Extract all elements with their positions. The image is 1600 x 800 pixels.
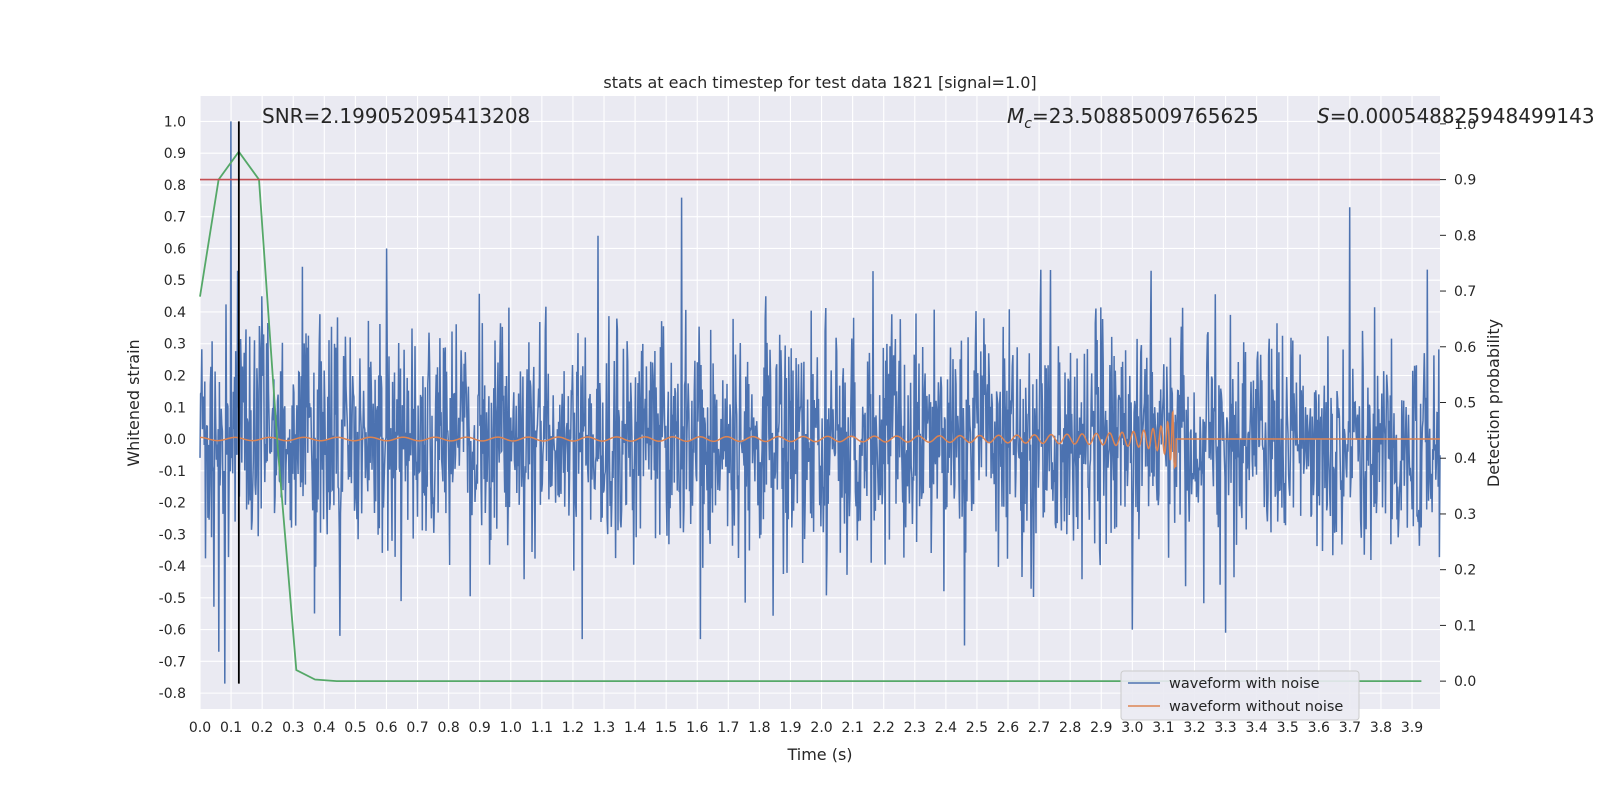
snr-annotation: SNR=2.199052095413208 <box>262 104 530 128</box>
x-tick-label: 1.2 <box>562 720 584 736</box>
y2-tick-label: 0.4 <box>1454 451 1476 467</box>
x-tick-label: 0.6 <box>375 720 397 736</box>
y2-axis-ticks: 1.0 0.9 0.8 0.7 0.6 0.5 0.4 0.3 0.2 0.1 0.0 <box>1440 117 1476 690</box>
y-tick-label: -0.1 <box>159 464 186 480</box>
legend-box <box>1120 670 1360 721</box>
x-tick-label: 2.8 <box>1059 720 1081 736</box>
y-tick-label: -0.8 <box>159 686 186 702</box>
x-tick-label: 0.5 <box>344 720 366 736</box>
y-tick-label: 0.2 <box>164 369 186 385</box>
x-tick-label: 2.1 <box>841 720 863 736</box>
legend: waveform with noise waveform without noi… <box>1120 670 1360 721</box>
x-tick-label: 1.0 <box>500 720 522 736</box>
x-tick-label: 2.6 <box>997 720 1019 736</box>
x-tick-label: 2.7 <box>1028 720 1050 736</box>
y-tick-label: -0.2 <box>159 496 186 512</box>
x-tick-label: 3.6 <box>1308 720 1330 736</box>
x-axis-label: Time (s) <box>786 745 852 764</box>
x-tick-label: 0.3 <box>282 720 304 736</box>
x-tick-label: 2.9 <box>1090 720 1112 736</box>
x-tick-label: 2.3 <box>904 720 926 736</box>
y-tick-label: -0.3 <box>159 527 186 543</box>
y2-tick-label: 0.1 <box>1454 618 1476 634</box>
s-annotation: S=0.000548825948499143 <box>1317 104 1595 128</box>
x-tick-label: 0.9 <box>469 720 491 736</box>
y2-tick-label: 0.5 <box>1454 396 1476 412</box>
chart-title: stats at each timestep for test data 182… <box>603 73 1036 92</box>
x-tick-label: 3.1 <box>1152 720 1174 736</box>
y2-tick-label: 0.3 <box>1454 507 1476 523</box>
y-tick-label: 0.3 <box>164 337 186 353</box>
x-axis-ticks: 0.0 0.1 0.2 0.3 0.4 0.5 0.6 0.7 0.8 0.9 1.0 1.1 1.2 1… <box>189 720 1423 736</box>
x-tick-label: 1.8 <box>748 720 770 736</box>
line-waveform-without-noise <box>200 409 1440 470</box>
s-value: =0.000548825948499143 <box>1330 104 1595 128</box>
y-tick-label: 0.5 <box>164 273 186 289</box>
series-waveform-with-noise <box>199 121 1441 684</box>
y-tick-label: 0.9 <box>164 146 186 162</box>
x-tick-label: 1.7 <box>717 720 739 736</box>
y2-tick-label: 0.0 <box>1454 674 1476 690</box>
legend-label-without-noise: waveform without noise <box>1169 699 1343 715</box>
x-tick-label: 3.9 <box>1401 720 1423 736</box>
y2-axis-label: Detection probability <box>1484 319 1503 487</box>
y2-tick-label: 0.6 <box>1454 340 1476 356</box>
x-tick-label: 3.4 <box>1246 720 1268 736</box>
chirp-mass-subscript: c <box>1024 116 1032 132</box>
y-tick-label: -0.7 <box>159 654 186 670</box>
y2-tick-label: 0.7 <box>1454 284 1476 300</box>
y2-tick-label: 0.2 <box>1454 563 1476 579</box>
y2-tick-label: 0.9 <box>1454 173 1476 189</box>
x-tick-label: 2.4 <box>935 720 957 736</box>
legend-label-with-noise: waveform with noise <box>1169 676 1320 692</box>
y-tick-label: -0.6 <box>159 623 186 639</box>
reference-lines <box>200 121 1440 684</box>
x-tick-label: 0.4 <box>313 720 335 736</box>
x-tick-label: 2.0 <box>810 720 832 736</box>
x-tick-label: 3.2 <box>1183 720 1205 736</box>
chirp-mass-value: =23.50885009765625 <box>1032 104 1259 128</box>
y-axis-label: Whitened strain <box>124 339 143 466</box>
y-tick-label: 0.8 <box>164 178 186 194</box>
x-tick-label: 0.0 <box>189 720 211 736</box>
x-tick-label: 1.1 <box>531 720 553 736</box>
x-tick-label: 0.1 <box>220 720 242 736</box>
y-tick-label: 0.7 <box>164 210 186 226</box>
y-tick-label: -0.5 <box>159 591 186 607</box>
x-tick-label: 3.0 <box>1121 720 1143 736</box>
x-tick-label: 3.5 <box>1277 720 1299 736</box>
x-tick-label: 1.4 <box>624 720 646 736</box>
x-tick-label: 2.2 <box>873 720 895 736</box>
x-tick-label: 1.3 <box>593 720 615 736</box>
y-axis-ticks: 1.0 0.9 0.8 0.7 0.6 0.5 0.4 0.3 0.2 0.1 0.0 -0.1 -0.… <box>159 114 186 702</box>
y2-tick-label: 0.8 <box>1454 228 1476 244</box>
y-tick-label: 0.6 <box>164 241 186 257</box>
x-tick-label: 0.8 <box>437 720 459 736</box>
x-tick-label: 1.6 <box>686 720 708 736</box>
y-tick-label: 0.1 <box>164 400 186 416</box>
series-waveform-without-noise <box>200 409 1440 470</box>
x-tick-label: 1.9 <box>779 720 801 736</box>
line-waveform-with-noise <box>199 121 1441 684</box>
x-tick-label: 3.8 <box>1370 720 1392 736</box>
x-tick-label: 0.2 <box>251 720 273 736</box>
y2-tick-label: 1.0 <box>1454 117 1476 133</box>
y-tick-label: 0.0 <box>164 432 186 448</box>
y-tick-label: -0.4 <box>159 559 186 575</box>
chirp-mass-annotation: Mc=23.50885009765625 <box>1007 104 1259 132</box>
s-symbol: S <box>1317 104 1330 128</box>
x-tick-label: 2.5 <box>966 720 988 736</box>
x-tick-label: 1.5 <box>655 720 677 736</box>
chirp-mass-symbol: M <box>1007 104 1024 128</box>
x-tick-label: 0.7 <box>406 720 428 736</box>
x-tick-label: 3.3 <box>1214 720 1236 736</box>
x-tick-label: 3.7 <box>1339 720 1361 736</box>
y-tick-label: 0.4 <box>164 305 186 321</box>
y-tick-label: 1.0 <box>164 114 186 130</box>
